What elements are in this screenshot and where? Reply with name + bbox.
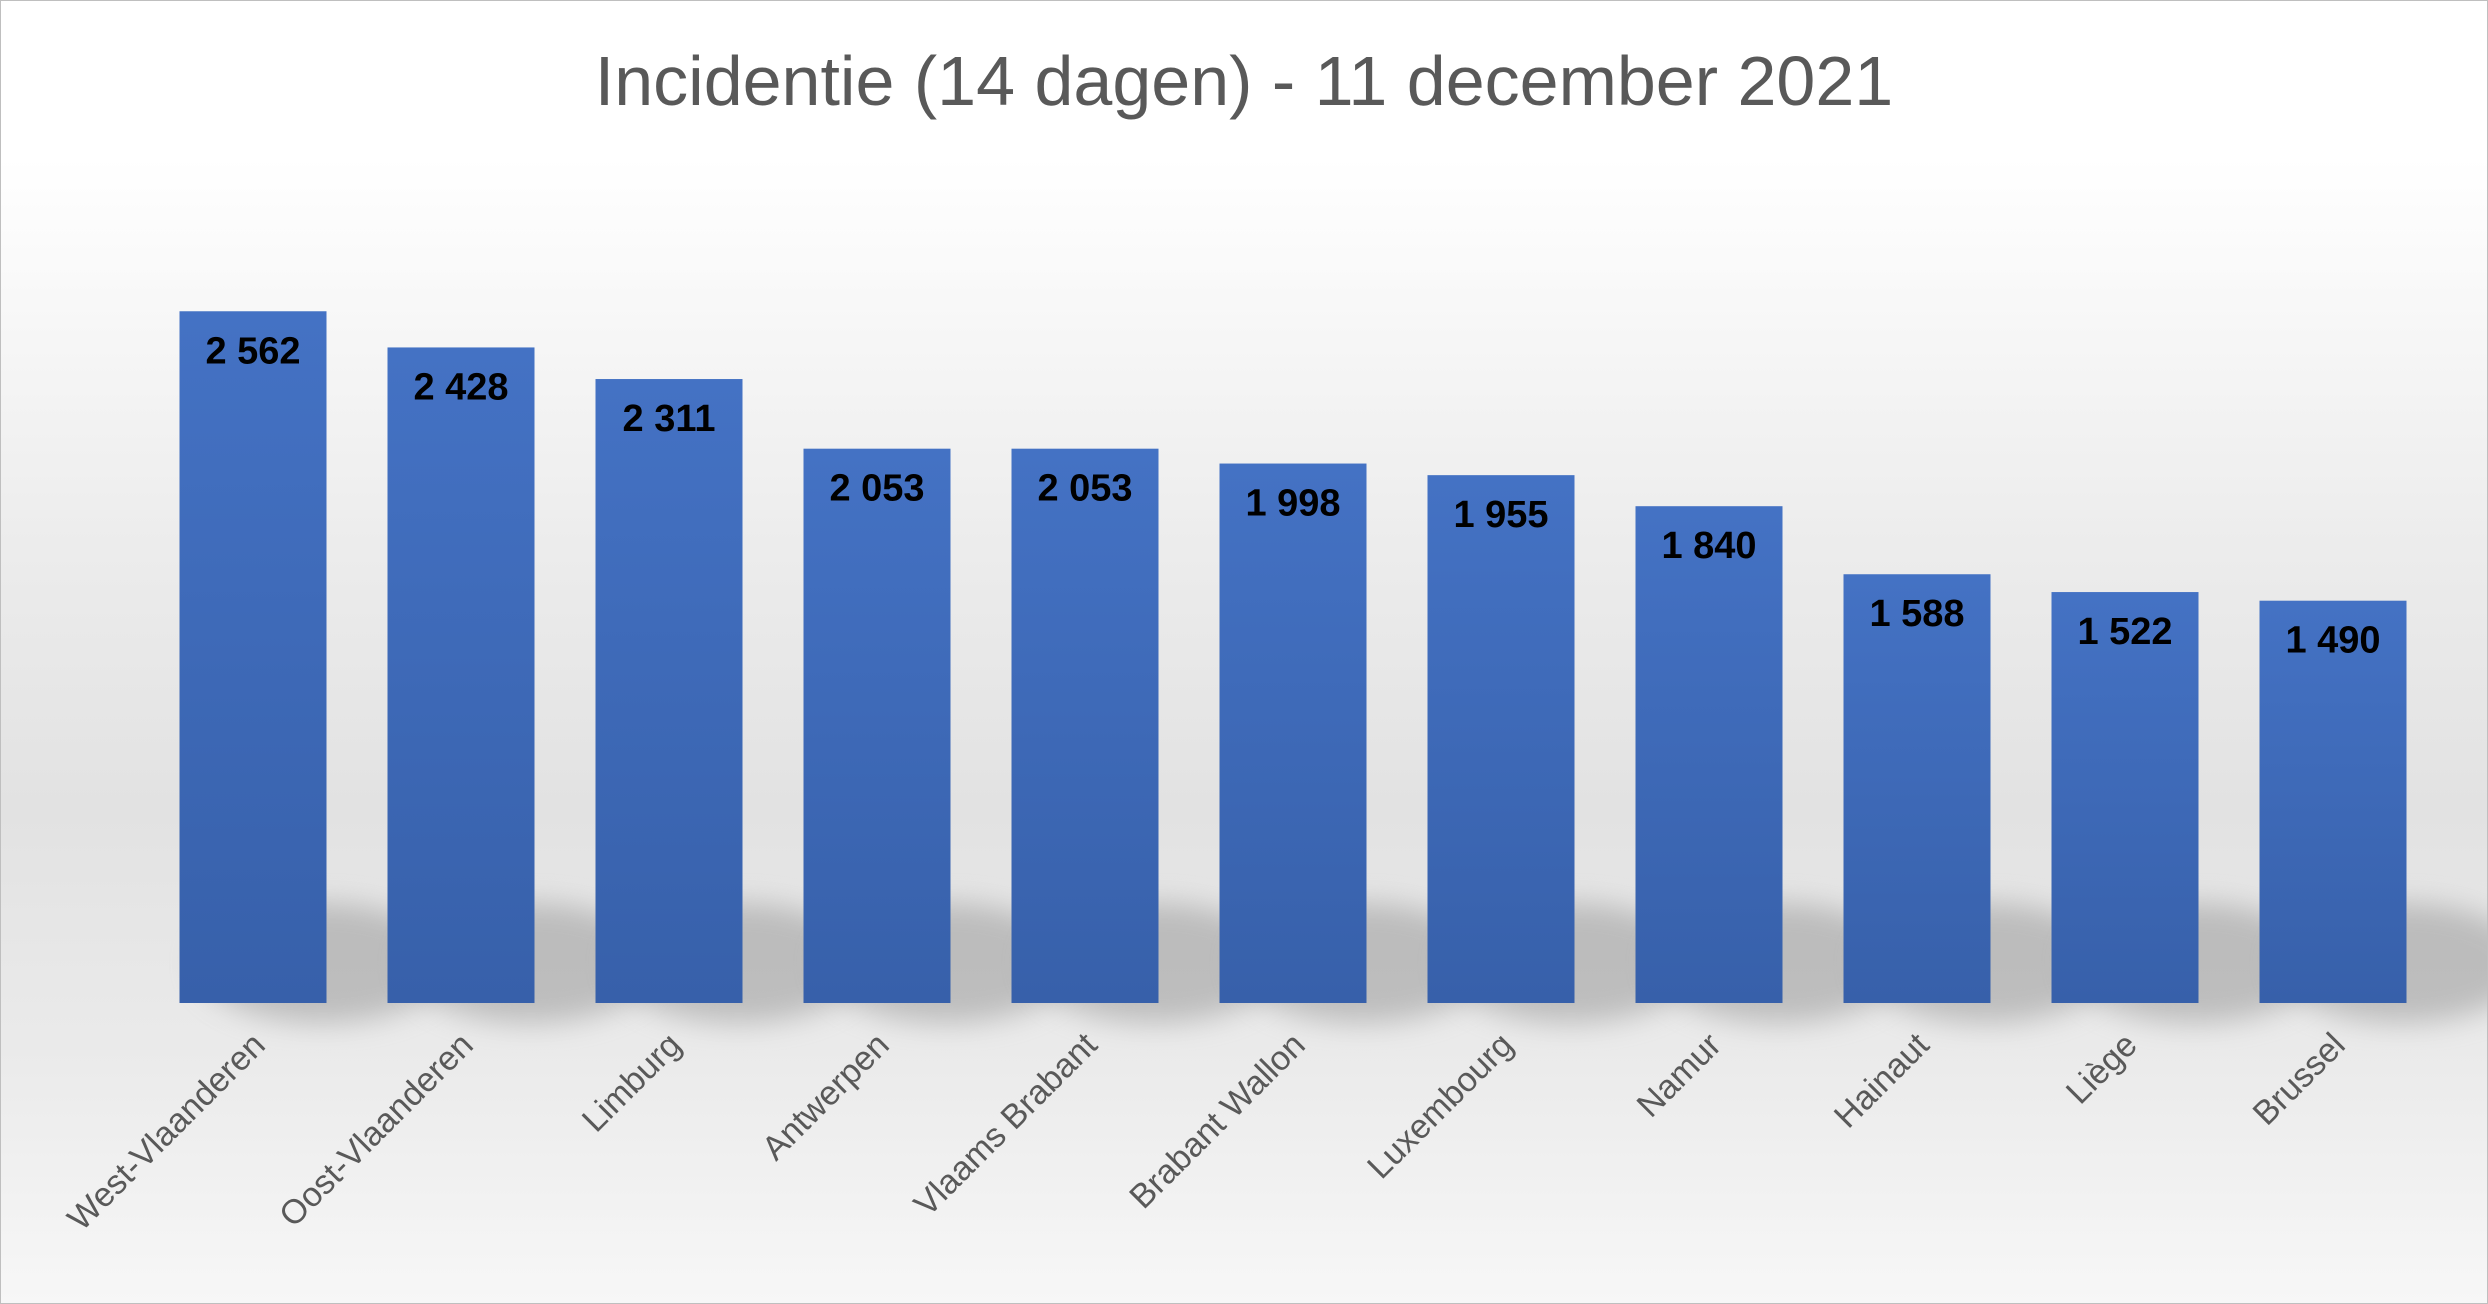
bar-antwerpen	[803, 448, 951, 1003]
category-label-liege: Liège	[2059, 1026, 2145, 1112]
data-label-hainaut: 1 588	[1869, 593, 1964, 635]
bars-group	[179, 311, 2407, 1003]
category-labels-group: West-Vlaanderen Oost-Vlaanderen Limburg Ant…	[60, 1025, 2352, 1238]
data-label-vlaams-brabant: 2 053	[1037, 468, 1132, 510]
bar-oost-vlaanderen	[387, 347, 535, 1003]
category-label-namur: Namur	[1630, 1026, 1729, 1125]
category-label-brabant-wallon: Brabant Wallon	[1122, 1026, 1312, 1216]
category-label-limburg: Limburg	[575, 1026, 689, 1140]
category-label-luxembourg: Luxembourg	[1360, 1026, 1521, 1187]
category-label-vlaams-brabant: Vlaams Brabant	[907, 1025, 1105, 1223]
category-label-antwerpen: Antwerpen	[755, 1026, 897, 1168]
data-label-antwerpen: 2 053	[829, 468, 924, 510]
bar-liege	[2051, 592, 2199, 1003]
data-label-oost-vlaanderen: 2 428	[413, 366, 508, 408]
bar-limburg	[595, 379, 743, 1003]
data-labels-group: 2 562 2 428 2 311 2 053 2 053 1 998 1 955 1 840…	[205, 330, 2380, 661]
bar-luxembourg	[1427, 475, 1575, 1003]
data-label-luxembourg: 1 955	[1453, 494, 1548, 536]
chart-title: Incidentie (14 dagen) - 11 december 2021	[594, 42, 1894, 120]
bar-brabant-wallon	[1219, 463, 1367, 1003]
data-label-liege: 1 522	[2077, 611, 2172, 653]
bar-vlaams-brabant	[1011, 448, 1159, 1003]
bar-brussel	[2259, 600, 2407, 1003]
data-label-brussel: 1 490	[2285, 620, 2380, 662]
data-label-brabant-wallon: 1 998	[1245, 483, 1340, 525]
bar-namur	[1635, 506, 1783, 1003]
category-label-brussel: Brussel	[2246, 1026, 2353, 1133]
category-label-hainaut: Hainaut	[1827, 1025, 1937, 1135]
category-label-west-vlaanderen: West-Vlaanderen	[60, 1026, 272, 1238]
category-label-oost-vlaanderen: Oost-Vlaanderen	[272, 1026, 481, 1235]
data-label-limburg: 2 311	[623, 398, 716, 440]
bar-hainaut	[1843, 574, 1991, 1003]
data-label-namur: 1 840	[1661, 525, 1756, 567]
data-label-west-vlaanderen: 2 562	[205, 330, 300, 372]
bar-west-vlaanderen	[179, 311, 327, 1003]
